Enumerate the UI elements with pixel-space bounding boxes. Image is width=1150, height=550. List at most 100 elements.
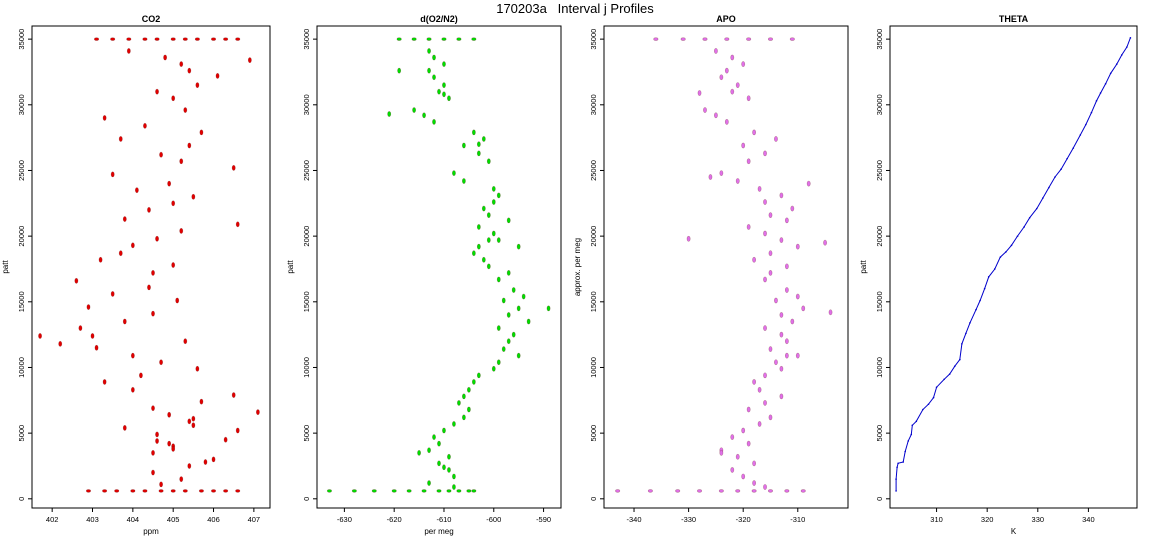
- data-point: [179, 227, 184, 234]
- data-point: [151, 449, 155, 456]
- data-point: [154, 37, 160, 41]
- x-tick-label: 404: [127, 515, 140, 524]
- data-point: [516, 305, 521, 312]
- data-point: [387, 111, 392, 117]
- data-point: [763, 199, 767, 205]
- data-point: [789, 37, 795, 41]
- theta-point: [1129, 37, 1132, 39]
- data-point: [199, 129, 204, 136]
- data-point: [182, 37, 188, 41]
- data-point: [718, 489, 724, 493]
- data-point: [187, 67, 192, 74]
- data-point: [741, 473, 746, 480]
- x-tick-label: 403: [86, 515, 99, 524]
- theta-point: [1023, 226, 1025, 228]
- data-point: [703, 107, 707, 113]
- data-point: [147, 284, 151, 291]
- data-point: [768, 250, 773, 257]
- data-point: [437, 460, 441, 467]
- data-point: [471, 129, 476, 136]
- theta-point: [907, 440, 910, 442]
- data-point: [506, 312, 511, 318]
- plot-frame: [889, 25, 1138, 509]
- theta-point: [1109, 72, 1112, 75]
- data-point: [447, 95, 451, 102]
- data-point: [114, 489, 120, 493]
- data-point: [452, 473, 456, 480]
- data-point: [746, 224, 751, 230]
- x-tick-label: -330: [681, 515, 696, 524]
- data-point: [823, 239, 827, 246]
- data-point: [437, 440, 441, 447]
- data-point: [432, 434, 436, 440]
- data-point: [461, 142, 466, 149]
- data-point: [496, 237, 501, 243]
- y-tick-label: 35000: [302, 29, 311, 50]
- y-tick-label: 0: [875, 497, 884, 501]
- data-point: [784, 287, 789, 293]
- x-tick-label: -590: [536, 515, 551, 524]
- data-point: [102, 115, 107, 121]
- data-point: [461, 414, 466, 421]
- data-point: [686, 235, 691, 242]
- data-point: [496, 276, 501, 283]
- data-point: [223, 436, 228, 443]
- theta-point: [911, 424, 914, 427]
- data-point: [102, 489, 108, 493]
- panel-title: d(O2/N2): [420, 14, 458, 24]
- data-point: [427, 480, 431, 486]
- data-point: [491, 185, 496, 192]
- data-point: [155, 235, 159, 242]
- data-point: [714, 48, 718, 54]
- theta-point: [1115, 63, 1118, 65]
- data-point: [187, 142, 192, 149]
- data-point: [735, 178, 740, 184]
- x-tick-label: 310: [930, 515, 943, 524]
- y-tick-label: 25000: [875, 160, 884, 181]
- data-point: [171, 200, 176, 207]
- y-tick-label: 15000: [17, 291, 26, 312]
- data-point: [779, 331, 784, 338]
- y-tick-label: 25000: [302, 160, 311, 181]
- theta-point: [987, 276, 990, 278]
- data-point: [741, 142, 746, 149]
- data-point: [247, 57, 252, 64]
- data-point: [452, 421, 456, 427]
- data-point: [452, 170, 456, 176]
- theta-point: [1126, 46, 1128, 48]
- data-point: [746, 158, 751, 165]
- y-tick-label: 20000: [302, 226, 311, 247]
- data-point: [461, 178, 466, 184]
- data-point: [768, 414, 773, 421]
- data-point: [516, 243, 521, 250]
- data-point: [730, 54, 735, 61]
- theta-point: [895, 490, 897, 492]
- data-point: [406, 489, 412, 493]
- data-point: [158, 489, 164, 493]
- data-point: [446, 489, 452, 493]
- data-point: [724, 67, 729, 74]
- y-tick-label: 35000: [17, 29, 26, 50]
- data-point: [724, 37, 730, 41]
- data-point: [746, 95, 751, 102]
- data-point: [139, 372, 143, 379]
- data-point: [456, 489, 462, 493]
- data-point: [187, 418, 192, 425]
- data-point: [102, 379, 107, 385]
- x-tick-label: 406: [207, 515, 220, 524]
- data-point: [122, 424, 127, 431]
- x-tick-label: -320: [736, 515, 751, 524]
- data-point: [155, 438, 159, 444]
- data-point: [223, 489, 229, 493]
- data-point: [501, 346, 506, 352]
- data-point: [171, 445, 176, 452]
- data-point: [795, 352, 800, 359]
- data-point: [170, 37, 176, 41]
- data-point: [784, 352, 789, 359]
- data-point: [763, 484, 767, 490]
- y-tick-label: 35000: [589, 29, 598, 50]
- data-point: [235, 221, 240, 228]
- data-point: [746, 37, 752, 41]
- theta-point: [953, 365, 956, 367]
- data-point: [466, 489, 472, 493]
